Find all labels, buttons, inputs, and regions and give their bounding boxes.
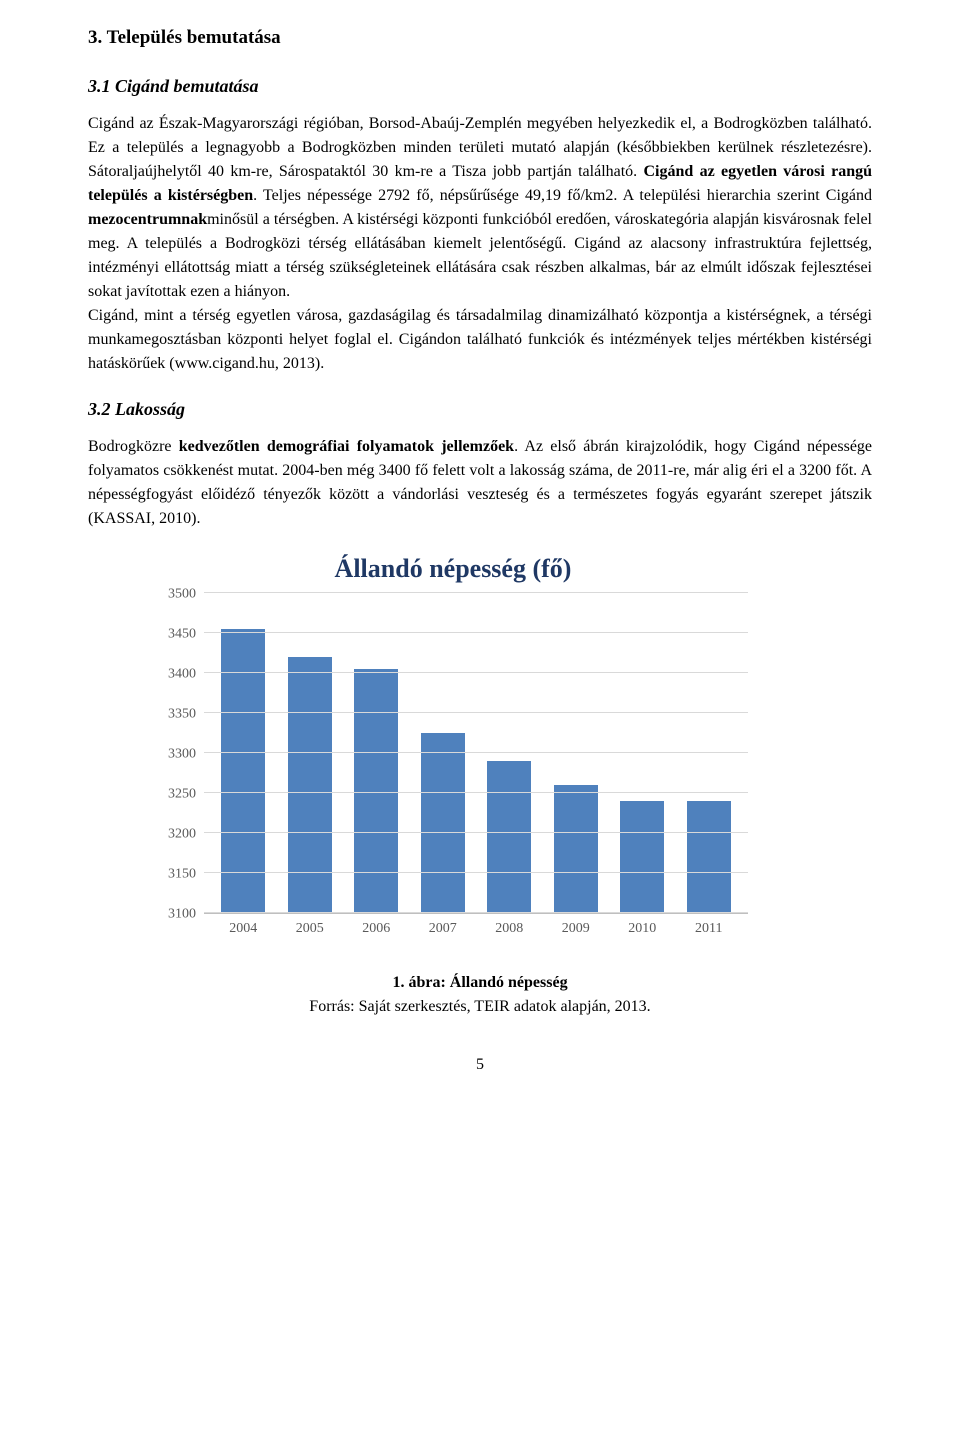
chart-bar — [487, 761, 531, 913]
text-run: , 2010). — [151, 510, 200, 527]
subsection-heading-1: 3.1 Cigánd bemutatása — [88, 73, 872, 100]
chart-x-tick: 2005 — [288, 918, 332, 939]
chart-x-tick: 2007 — [421, 918, 465, 939]
body-paragraph-3: Bodrogközre kedvezőtlen demográfiai foly… — [88, 435, 872, 531]
chart-y-tick: 3500 — [150, 583, 196, 604]
text-run: . Teljes népessége 2792 fő, népsűrűsége … — [253, 187, 872, 204]
chart-y-tick: 3400 — [150, 663, 196, 684]
chart-x-axis: 2004 2005 2006 2007 2008 2009 2010 2011 — [158, 914, 748, 939]
chart-y-tick: 3200 — [150, 823, 196, 844]
chart-bar — [288, 657, 332, 913]
chart-bar — [554, 785, 598, 913]
chart-gridline — [204, 672, 748, 673]
chart-title: Állandó népesség (fő) — [158, 549, 748, 588]
chart-bar — [687, 801, 731, 913]
section-heading: 3. Település bemutatása — [88, 24, 872, 53]
page-number: 5 — [88, 1053, 872, 1077]
chart-x-tick: 2011 — [687, 918, 731, 939]
body-paragraph-2: Cigánd, mint a térség egyetlen városa, g… — [88, 304, 872, 376]
chart-plot-area: 310031503200325033003350340034503500 — [158, 594, 748, 914]
chart-gridline — [204, 832, 748, 833]
chart-y-tick: 3250 — [150, 783, 196, 804]
chart-y-tick: 3450 — [150, 623, 196, 644]
text-run-smallcaps: ASSAI — [105, 510, 151, 527]
chart-x-tick: 2008 — [487, 918, 531, 939]
chart-y-tick: 3300 — [150, 743, 196, 764]
chart-bar — [421, 733, 465, 913]
chart-gridline — [204, 752, 748, 753]
chart-gridline — [204, 712, 748, 713]
chart-y-tick: 3150 — [150, 863, 196, 884]
chart-x-tick: 2010 — [620, 918, 664, 939]
chart-y-tick: 3350 — [150, 703, 196, 724]
population-chart: Állandó népesség (fő) 310031503200325033… — [158, 549, 748, 939]
chart-x-tick: 2004 — [221, 918, 265, 939]
chart-gridline — [204, 632, 748, 633]
chart-gridline — [204, 872, 748, 873]
chart-x-tick: 2009 — [554, 918, 598, 939]
chart-gridline — [204, 912, 748, 913]
chart-gridline — [204, 592, 748, 593]
body-paragraph-1: Cigánd az Észak-Magyarországi régióban, … — [88, 112, 872, 304]
figure-caption-title: 1. ábra: Állandó népesség — [88, 971, 872, 995]
chart-y-axis: 310031503200325033003350340034503500 — [158, 594, 204, 914]
chart-bars — [204, 594, 748, 913]
text-run: Bodrogközre — [88, 438, 179, 455]
chart-x-tick: 2006 — [354, 918, 398, 939]
subsection-heading-2: 3.2 Lakosság — [88, 396, 872, 423]
chart-plot — [204, 594, 748, 914]
figure-caption: 1. ábra: Állandó népesség Forrás: Saját … — [88, 971, 872, 1019]
figure-caption-source: Forrás: Saját szerkesztés, TEIR adatok a… — [88, 995, 872, 1019]
chart-gridline — [204, 792, 748, 793]
chart-y-tick: 3100 — [150, 903, 196, 924]
text-run-bold: kedvezőtlen demográfiai folyamatok jelle… — [179, 438, 514, 455]
chart-bar — [354, 669, 398, 913]
chart-bar — [620, 801, 664, 913]
text-run-bold: mezocentrumnak — [88, 211, 207, 228]
